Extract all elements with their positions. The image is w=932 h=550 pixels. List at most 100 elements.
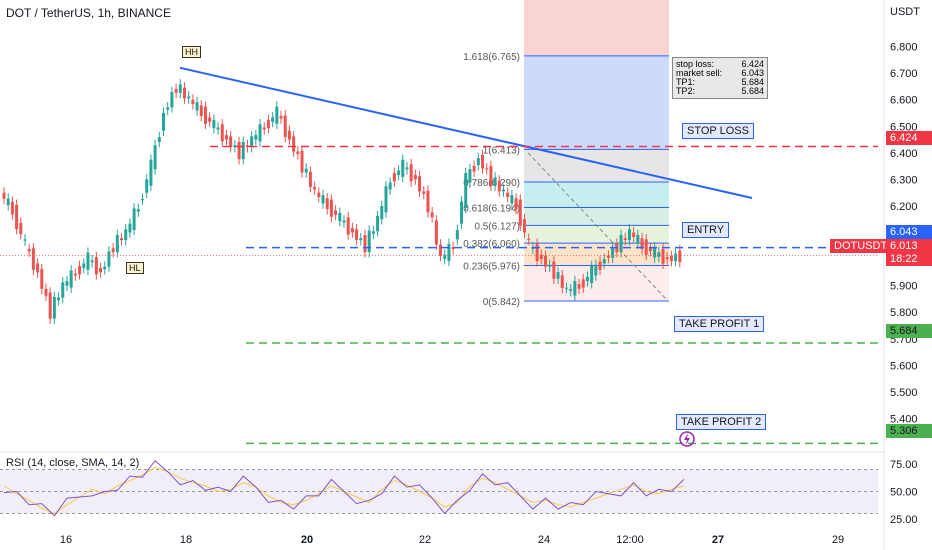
- y-tick-label: 6.200: [890, 201, 918, 213]
- candle-body: [23, 239, 27, 241]
- candle-body: [367, 230, 371, 253]
- entry-price-tag: 6.043: [886, 225, 932, 239]
- fib-zone: [524, 243, 669, 266]
- candle-body: [57, 297, 61, 301]
- candle-body: [82, 263, 86, 268]
- candle-body: [245, 145, 249, 148]
- candle-body: [405, 167, 409, 170]
- info-value: 5.684: [741, 86, 764, 96]
- candle-body: [27, 248, 31, 252]
- candle-body: [397, 170, 401, 175]
- candle-body: [2, 192, 6, 199]
- candle-body: [472, 165, 476, 172]
- candle-body: [510, 195, 514, 204]
- candle-body: [514, 198, 518, 210]
- candle-body: [258, 124, 262, 142]
- fib-zone-extension: [524, 55, 669, 150]
- candle-body: [145, 179, 149, 193]
- projection-line: [527, 152, 667, 300]
- last-price-tag: 6.013: [886, 239, 932, 253]
- candle-body: [543, 255, 547, 267]
- candle-body: [304, 168, 308, 173]
- candle-body: [111, 248, 115, 253]
- candle-body: [195, 102, 199, 111]
- alert-lightning-icon: [679, 431, 695, 447]
- fib-level-label: 0.236(5.976): [463, 261, 520, 272]
- candle-body: [447, 243, 451, 262]
- candle-body: [581, 279, 585, 288]
- higher-low-label: HL: [126, 262, 144, 274]
- candle-body: [187, 96, 191, 99]
- chart-title: DOT / TetherUS, 1h, BINANCE: [6, 6, 171, 20]
- info-value: 6.043: [741, 68, 764, 78]
- candle-body: [136, 209, 140, 212]
- fib-level-label: 0.382(6.060): [463, 239, 520, 250]
- candle-body: [203, 106, 207, 124]
- candle-body: [52, 296, 56, 319]
- candle-body: [678, 250, 682, 262]
- candle-body: [15, 204, 19, 230]
- candle-body: [506, 192, 510, 198]
- candle-body: [560, 275, 564, 288]
- candle-body: [266, 119, 270, 129]
- candle-body: [564, 287, 568, 289]
- y-tick-label: 5.500: [890, 387, 918, 399]
- candle-body: [212, 119, 216, 129]
- lightning-bolt-icon: [684, 433, 690, 445]
- candle-body: [527, 238, 531, 240]
- candle-body: [287, 130, 291, 140]
- candle-body: [636, 234, 640, 244]
- x-tick-label: 18: [180, 534, 192, 546]
- candle-body: [598, 261, 602, 270]
- candle-body: [388, 182, 392, 190]
- candle-body: [464, 173, 468, 208]
- candle-body: [661, 249, 665, 264]
- candle-body: [619, 234, 623, 253]
- candle-body: [426, 190, 430, 213]
- candle-body: [292, 136, 296, 152]
- candle-body: [229, 136, 233, 148]
- candle-body: [40, 269, 44, 289]
- take-profit-2-label: TAKE PROFIT 2: [676, 414, 767, 430]
- candle-body: [86, 252, 90, 270]
- take-profit-2-price-tag: 5.306: [886, 424, 932, 438]
- candle-body: [392, 173, 396, 182]
- candle-body: [78, 265, 82, 275]
- candle-body: [107, 251, 111, 267]
- fib-level-label: 0.618(6.194): [463, 204, 520, 215]
- candle-body: [103, 266, 107, 270]
- candle-body: [644, 239, 648, 255]
- candle-body: [413, 174, 417, 180]
- candle-body: [573, 281, 577, 296]
- candle-body: [611, 247, 615, 258]
- candle-body: [115, 234, 119, 253]
- fib-zone: [524, 182, 669, 208]
- candle-body: [548, 264, 552, 267]
- bar-countdown-tag: 18:22: [886, 252, 932, 266]
- info-value: 5.684: [741, 77, 764, 87]
- candle-body: [602, 259, 606, 264]
- candle-body: [422, 191, 426, 194]
- rsi-indicator-title: RSI (14, close, SMA, 14, 2): [6, 457, 140, 469]
- candle-body: [518, 199, 522, 226]
- candle-body: [640, 238, 644, 249]
- candle-body: [439, 244, 443, 256]
- candle-body: [460, 201, 464, 224]
- candle-body: [590, 265, 594, 284]
- x-tick-label: 20: [301, 534, 313, 546]
- stop-loss-label: STOP LOSS: [682, 123, 754, 139]
- candle-body: [128, 223, 132, 233]
- symbol-tag: DOTUSDT: [830, 239, 887, 253]
- info-row: market sell: 6.043: [676, 69, 764, 78]
- candle-body: [157, 137, 161, 143]
- info-row: TP1: 5.684: [676, 78, 764, 87]
- candle-body: [669, 255, 673, 262]
- candle-body: [36, 263, 40, 273]
- candle-body: [279, 116, 283, 119]
- fib-zone: [524, 225, 669, 244]
- candle-body: [283, 115, 287, 138]
- rsi-tick-label: 25.00: [890, 514, 918, 526]
- candle-body: [455, 230, 459, 240]
- take-profit-1-price-tag: 5.684: [886, 324, 932, 338]
- candle-body: [342, 220, 346, 223]
